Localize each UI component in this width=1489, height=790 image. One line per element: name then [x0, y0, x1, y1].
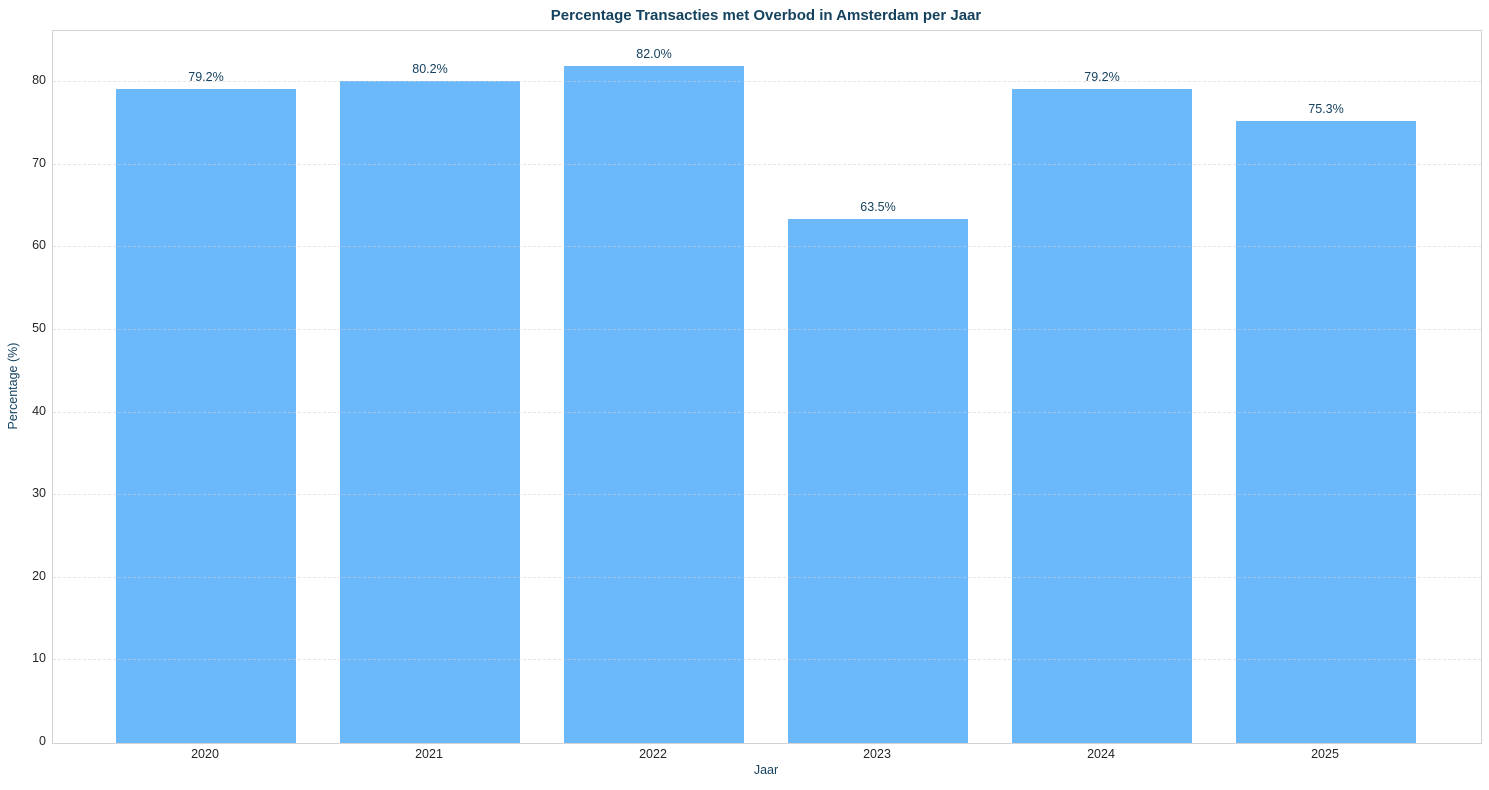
- x-tick-label: 2025: [1311, 747, 1339, 761]
- y-tick-label: 80: [32, 73, 46, 88]
- x-tick-label: 2024: [1087, 747, 1115, 761]
- bar-value-label: 82.0%: [636, 46, 672, 61]
- y-tick-label: 0: [39, 734, 46, 748]
- y-tick-label: 20: [32, 568, 46, 583]
- y-tick-label: 60: [32, 238, 46, 253]
- bar-value-label: 63.5%: [860, 199, 896, 214]
- y-tick-label: 30: [32, 486, 46, 501]
- x-tick-label: 2023: [863, 747, 891, 761]
- chart-title: Percentage Transacties met Overbod in Am…: [550, 7, 982, 24]
- gridline: [53, 494, 1481, 496]
- bar: [116, 88, 296, 743]
- bar: [1012, 88, 1192, 743]
- x-tick-label: 2021: [415, 747, 443, 761]
- bar-value-label: 79.2%: [188, 69, 224, 84]
- x-axis-label: Jaar: [753, 763, 779, 777]
- gridline: [53, 329, 1481, 331]
- plot-area: 79.2% 80.2% 82.0% 63.5% 79.2% 75.3%: [52, 30, 1482, 744]
- gridline: [53, 81, 1481, 83]
- y-axis-label: Percentage (%): [6, 342, 20, 430]
- x-tick-label: 2020: [191, 747, 219, 761]
- gridline: [53, 411, 1481, 413]
- gridline: [53, 246, 1481, 248]
- gridline: [53, 659, 1481, 661]
- bar-value-label: 80.2%: [412, 61, 448, 76]
- y-tick-label: 40: [32, 403, 46, 418]
- y-tick-label: 70: [32, 155, 46, 170]
- x-tick-label: 2022: [639, 747, 667, 761]
- gridline: [53, 576, 1481, 578]
- bar: [1236, 121, 1416, 743]
- bar-value-label: 75.3%: [1308, 102, 1344, 117]
- bar: [564, 65, 744, 743]
- gridline: [53, 163, 1481, 165]
- y-tick-label: 50: [32, 321, 46, 335]
- bar-value-label: 79.2%: [1084, 69, 1120, 84]
- y-tick-label: 10: [32, 651, 46, 666]
- bar: [788, 218, 968, 743]
